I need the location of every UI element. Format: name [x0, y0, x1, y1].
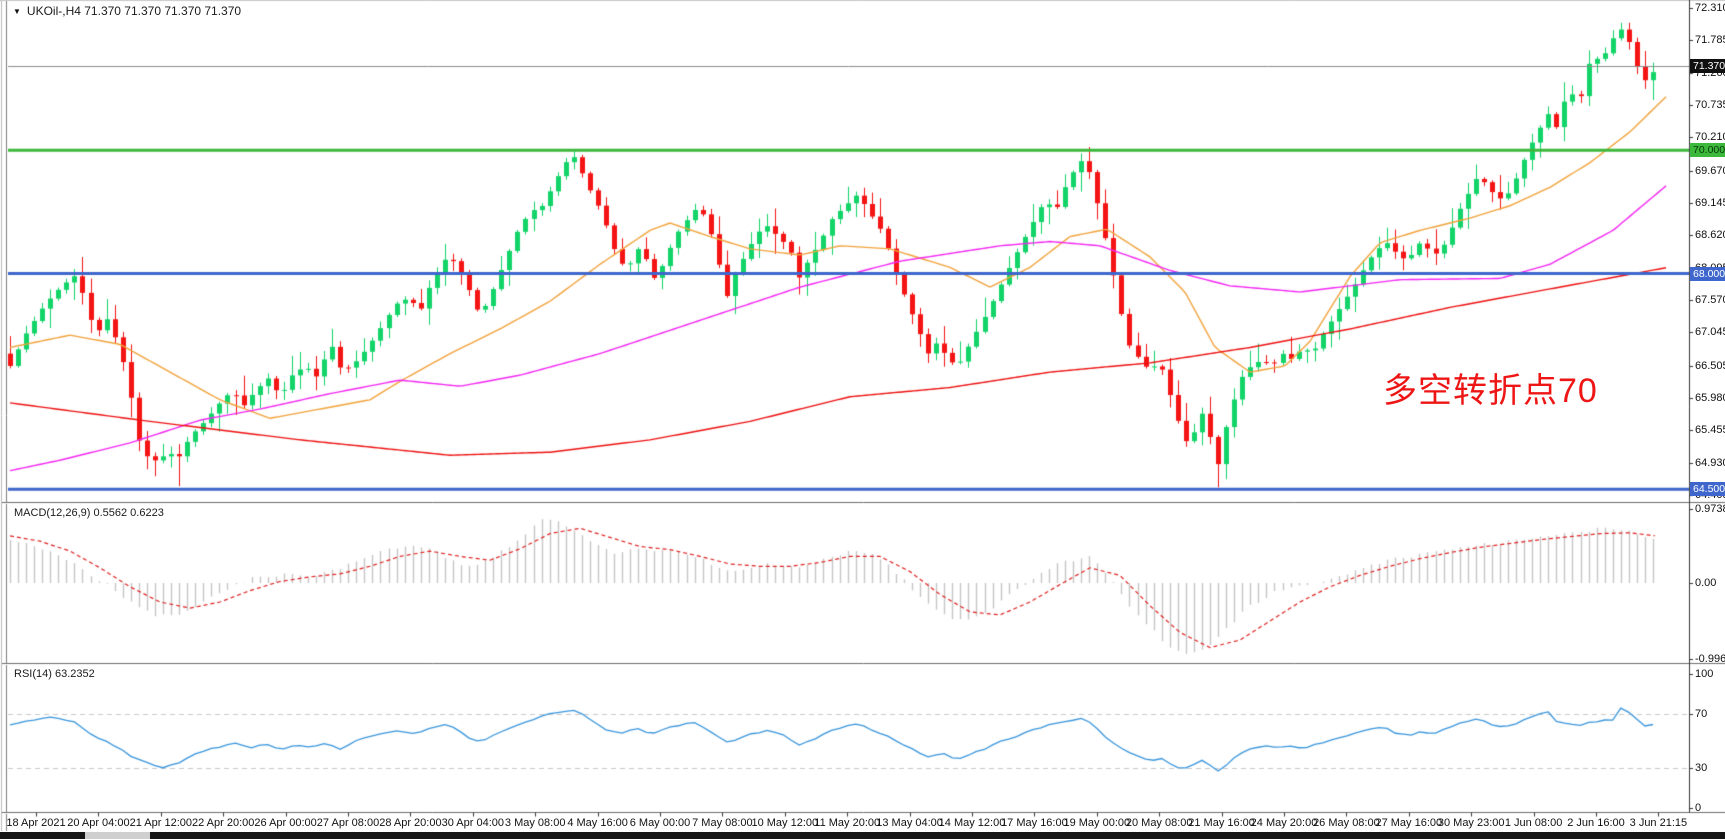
- macd-axis-label: 0.00: [1695, 577, 1717, 589]
- time-axis-label: 27 Apr 08:00: [316, 817, 380, 829]
- time-axis-label: 21 May 16:00: [1188, 817, 1255, 829]
- price-axis-label: 71.785: [1695, 34, 1725, 47]
- price-axis-label: 65.455: [1695, 424, 1725, 437]
- time-axis-label: 28 Apr 20:00: [379, 817, 442, 829]
- time-axis-label: 30 May 23:00: [1437, 817, 1505, 829]
- price-axis-label: 68.620: [1695, 229, 1725, 242]
- time-axis-label: 18 Apr 2021: [6, 817, 66, 829]
- macd-axis-label: -0.9964: [1695, 652, 1725, 665]
- hline-70-price-box: 70.000: [1690, 143, 1725, 158]
- price-axis-label: 65.980: [1695, 391, 1725, 404]
- symbol-bar: ▼ UKOil-,H4 71.370 71.370 71.370 71.370: [13, 4, 241, 18]
- time-axis-label: 26 Apr 00:00: [254, 817, 317, 829]
- price-axis-label: 70.735: [1695, 99, 1725, 112]
- time-axis-label: 22 Apr 20:00: [191, 817, 255, 829]
- price-axis-label: 64.930: [1695, 456, 1725, 469]
- time-axis-label: 19 May 00:00: [1063, 817, 1131, 829]
- time-axis-label: 21 Apr 12:00: [129, 817, 192, 829]
- rsi-axis-label: 100: [1695, 668, 1714, 680]
- chevron-down-icon[interactable]: ▼: [13, 6, 21, 16]
- time-axis-label: 26 May 08:00: [1313, 817, 1380, 829]
- time-axis-label: 27 May 16:00: [1375, 817, 1443, 829]
- scrollbar-thumb[interactable]: [85, 832, 150, 839]
- price-axis-label: 67.045: [1695, 326, 1725, 339]
- hline-68-price-box: 68.000: [1690, 266, 1725, 281]
- time-axis-label: 1 Jun 08:00: [1504, 817, 1563, 829]
- rsi-axis-label: 0: [1695, 802, 1702, 814]
- horizontal-scrollbar[interactable]: [0, 832, 1725, 839]
- time-axis-label: 20 Apr 04:00: [67, 817, 130, 829]
- price-axis-label: 67.570: [1695, 294, 1725, 306]
- price-axis-label: 69.670: [1695, 164, 1725, 177]
- rsi-axis-label: 30: [1695, 761, 1708, 774]
- time-axis-label: 30 Apr 04:00: [441, 817, 504, 829]
- time-axis-label: 2 Jun 16:00: [1567, 817, 1625, 829]
- price-axis-label: 69.145: [1695, 196, 1725, 209]
- time-axis-label: 24 May 20:00: [1250, 817, 1318, 829]
- symbol-ohlc-text: UKOil-,H4 71.370 71.370 71.370 71.370: [26, 4, 242, 18]
- rsi-axis-label: 70: [1695, 708, 1708, 721]
- macd-indicator-label: MACD(12,26,9) 0.5562 0.6223: [14, 507, 164, 519]
- time-axis-label: 4 May 16:00: [567, 817, 628, 829]
- price-axis-label: 72.310: [1695, 2, 1725, 14]
- time-axis-label: 20 May 08:00: [1125, 817, 1193, 829]
- time-axis-label: 6 May 00:00: [629, 817, 691, 829]
- time-axis-label: 13 May 04:00: [876, 817, 943, 829]
- current-price-box: 71.370: [1690, 58, 1725, 73]
- rsi-indicator-label: RSI(14) 63.2352: [14, 668, 95, 680]
- time-axis-label: 14 May 12:00: [938, 817, 1006, 829]
- time-axis-label: 7 May 08:00: [692, 817, 753, 829]
- price-axis-label: 66.505: [1695, 359, 1725, 372]
- chart-annotation-text[interactable]: 多空转折点70: [1383, 372, 1598, 410]
- time-axis-label: 17 May 16:00: [1001, 817, 1068, 829]
- price-axis-label: 70.210: [1695, 131, 1725, 144]
- time-axis-label: 3 May 08:00: [504, 817, 566, 829]
- hline-64_5-price-box: 64.500: [1690, 482, 1725, 497]
- time-axis-label: 10 May 12:00: [751, 817, 819, 829]
- time-axis-label: 11 May 20:00: [814, 817, 881, 829]
- time-axis-label: 3 Jun 21:15: [1629, 817, 1688, 829]
- macd-axis-label: 0.9738: [1695, 502, 1725, 515]
